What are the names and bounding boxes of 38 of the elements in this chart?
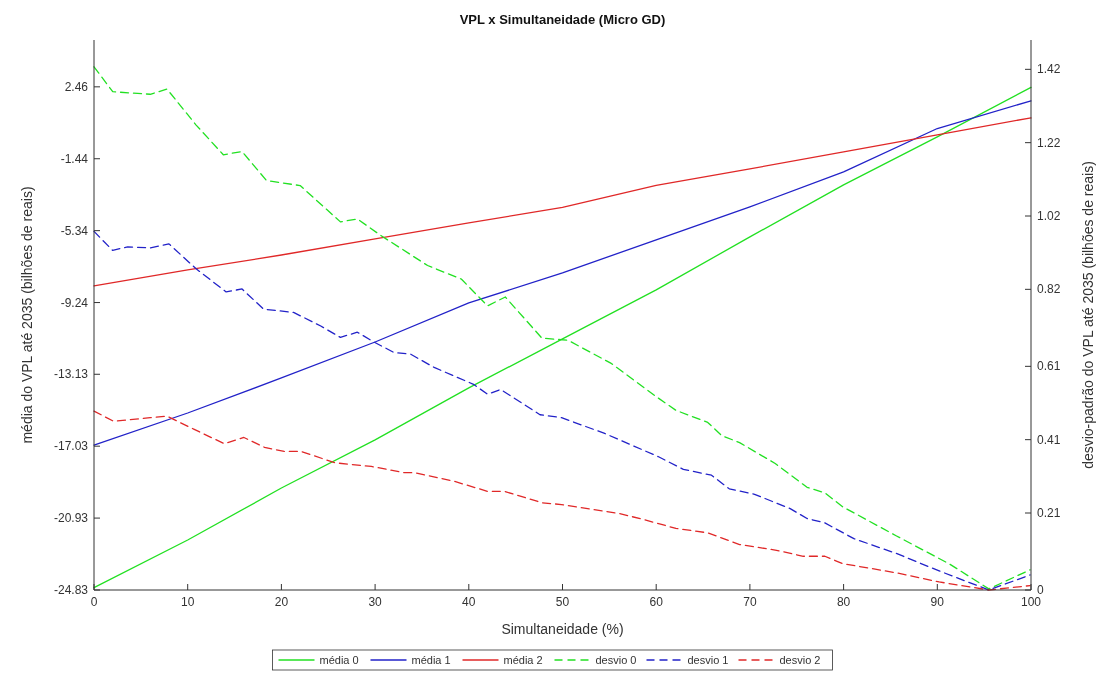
y-axis-title: média do VPL até 2035 (bilhões de reais) (19, 186, 35, 444)
x-tick-label: 60 (649, 595, 664, 609)
x-tick-label: 10 (181, 595, 195, 609)
y2-tick-label: 1.02 (1037, 209, 1061, 223)
x-tick-label: 20 (274, 595, 289, 609)
chart-title: VPL x Simultaneidade (Micro GD) (459, 12, 666, 27)
x-tick-label: 100 (1020, 595, 1042, 609)
x-tick-label: 90 (930, 595, 945, 609)
x-tick-label: 70 (743, 595, 757, 609)
y-tick-label: 2.46 (64, 79, 89, 94)
y-tick-label: -1.44 (60, 151, 89, 166)
y2-tick-label: 0.82 (1037, 282, 1061, 297)
y2-tick-label: 0 (1037, 583, 1044, 597)
y-tick-label: -20.93 (53, 511, 89, 526)
legend-label: desvio 2 (779, 654, 821, 666)
x-tick-label: 40 (462, 595, 476, 609)
legend-label: média 0 (319, 654, 359, 666)
legend-label: média 2 (503, 654, 543, 666)
x-axis-title: Simultaneidade (%) (501, 621, 624, 637)
y-tick-label: -5.34 (60, 223, 89, 238)
y2-tick-label: 0.61 (1037, 359, 1061, 374)
y2-tick-label: 1.42 (1037, 62, 1061, 77)
x-tick-label: 80 (836, 595, 851, 609)
y-tick-label: -9.24 (60, 295, 89, 310)
y2-tick-label: 0.21 (1037, 506, 1061, 520)
y-tick-label: -24.83 (53, 583, 89, 597)
y2-axis-title: desvio-padrão do VPL até 2035 (bilhões de reais) (1080, 161, 1096, 469)
legend-label: desvio 1 (687, 654, 729, 666)
y-tick-label: -17.03 (53, 439, 89, 454)
legend-label: média 1 (411, 654, 451, 666)
y-tick-label: -13.13 (53, 367, 89, 382)
x-tick-label: 30 (368, 595, 383, 609)
y2-tick-label: 1.22 (1037, 135, 1061, 150)
x-tick-label: 0 (90, 595, 98, 609)
y2-tick-label: 0.41 (1037, 432, 1061, 447)
legend-label: desvio 0 (595, 654, 637, 666)
x-tick-label: 50 (555, 595, 570, 609)
line-series (93, 117, 1032, 287)
